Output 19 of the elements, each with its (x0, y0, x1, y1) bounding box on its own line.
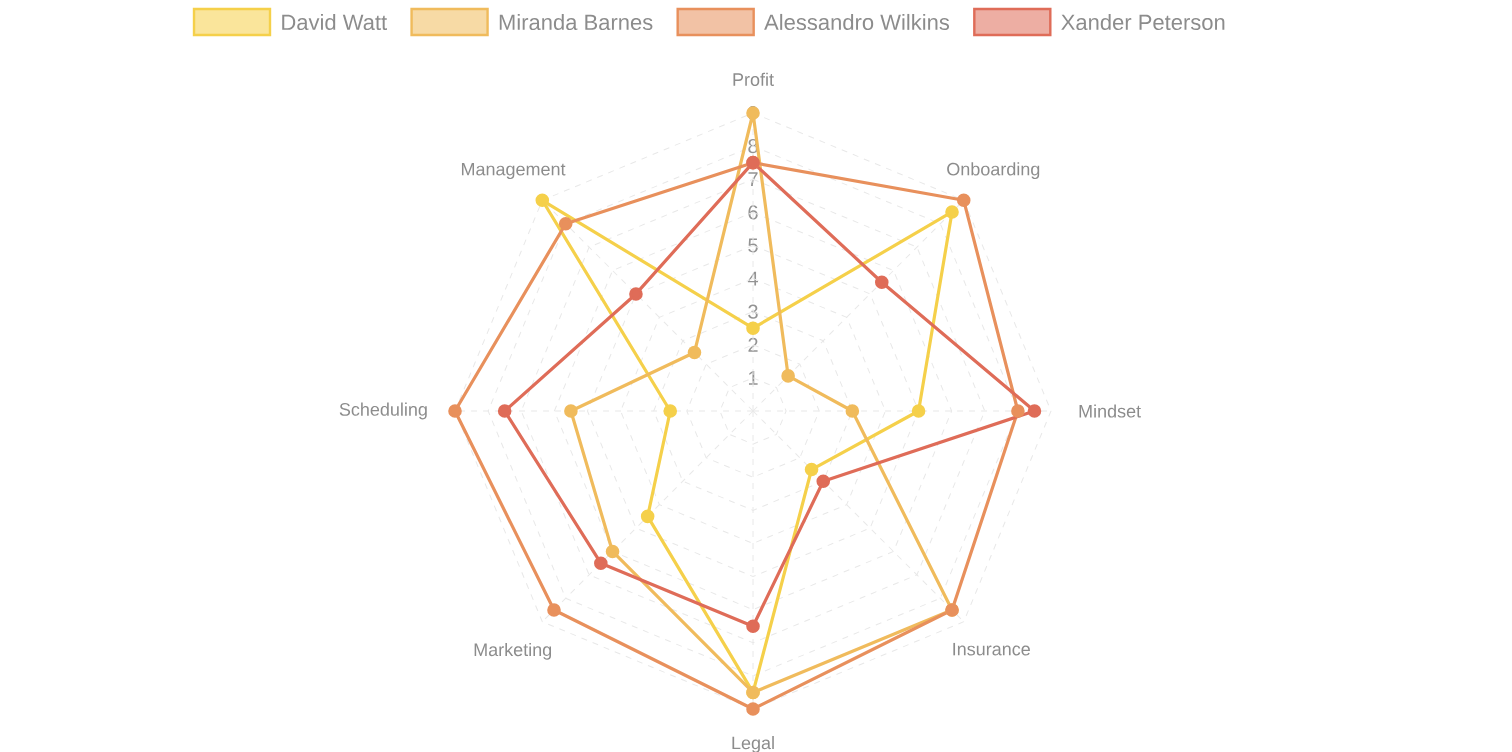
spoke-label: Onboarding (947, 162, 1040, 180)
spoke-label: Profit (733, 72, 774, 86)
y-tick-label: 3 (748, 304, 758, 319)
spoke-label: Marketing (474, 642, 552, 660)
spoke-label: Management (461, 162, 566, 180)
spoke-label: Legal (732, 736, 774, 752)
spoke-label: Insurance (953, 642, 1030, 656)
y-tick-label: 2 (748, 337, 758, 352)
legend-label: Miranda Barnes (499, 13, 653, 31)
y-tick-label: 1 (748, 371, 758, 385)
spoke-label: Mindset (1079, 404, 1141, 418)
spoke-label: Scheduling (339, 402, 427, 420)
y-tick-label: 5 (748, 238, 758, 253)
legend-label: David Watt (282, 13, 388, 31)
y-tick-label: 4 (747, 271, 758, 286)
y-tick-label: 7 (748, 172, 758, 187)
legend-label: Xander Peterson (1061, 13, 1225, 31)
y-tick-label: 6 (748, 205, 758, 220)
legend-label: Alessandro Wilkins (764, 13, 950, 31)
